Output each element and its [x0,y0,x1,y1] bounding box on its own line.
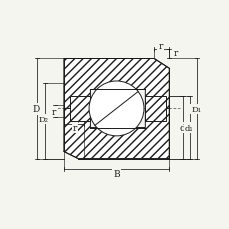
Polygon shape [64,59,169,109]
Text: r: r [173,49,178,58]
Text: B: B [113,170,119,179]
Polygon shape [145,97,165,121]
Polygon shape [64,109,169,159]
Polygon shape [70,97,90,121]
Text: d₁: d₁ [184,124,193,132]
Text: r: r [51,108,56,117]
Text: D: D [32,105,40,114]
Text: r: r [158,41,162,50]
Text: D₁: D₁ [190,106,200,113]
Text: r: r [73,124,77,133]
Circle shape [89,82,143,136]
Text: D₂: D₂ [39,115,49,123]
Text: d: d [178,123,184,132]
